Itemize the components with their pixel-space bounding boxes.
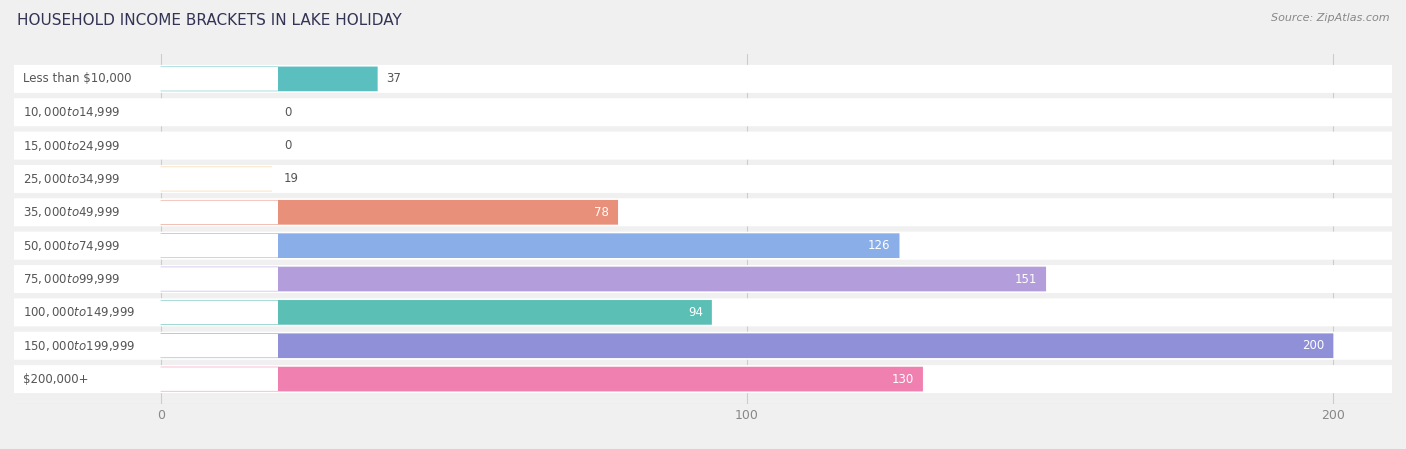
- FancyBboxPatch shape: [14, 65, 1392, 93]
- Text: $150,000 to $199,999: $150,000 to $199,999: [22, 339, 135, 353]
- Text: 0: 0: [284, 106, 291, 119]
- Text: 37: 37: [387, 72, 401, 85]
- FancyBboxPatch shape: [14, 232, 1392, 260]
- FancyBboxPatch shape: [160, 66, 378, 91]
- FancyBboxPatch shape: [14, 132, 1392, 159]
- Text: Less than $10,000: Less than $10,000: [22, 72, 131, 85]
- FancyBboxPatch shape: [14, 98, 1392, 126]
- FancyBboxPatch shape: [14, 165, 1392, 193]
- FancyBboxPatch shape: [14, 365, 1392, 393]
- FancyBboxPatch shape: [160, 200, 619, 224]
- FancyBboxPatch shape: [160, 233, 900, 258]
- Text: 200: 200: [1302, 339, 1324, 352]
- Text: Source: ZipAtlas.com: Source: ZipAtlas.com: [1271, 13, 1389, 23]
- FancyBboxPatch shape: [17, 367, 278, 391]
- FancyBboxPatch shape: [160, 267, 1046, 291]
- FancyBboxPatch shape: [14, 265, 1392, 293]
- FancyBboxPatch shape: [14, 198, 1392, 226]
- Text: 0: 0: [284, 139, 291, 152]
- Text: $25,000 to $34,999: $25,000 to $34,999: [22, 172, 121, 186]
- FancyBboxPatch shape: [17, 267, 278, 291]
- Text: 94: 94: [688, 306, 703, 319]
- Text: 19: 19: [284, 172, 298, 185]
- FancyBboxPatch shape: [17, 200, 278, 224]
- Text: 151: 151: [1015, 273, 1038, 286]
- FancyBboxPatch shape: [160, 367, 922, 392]
- FancyBboxPatch shape: [14, 332, 1392, 360]
- Text: HOUSEHOLD INCOME BRACKETS IN LAKE HOLIDAY: HOUSEHOLD INCOME BRACKETS IN LAKE HOLIDA…: [17, 13, 402, 28]
- FancyBboxPatch shape: [160, 334, 1333, 358]
- Text: 78: 78: [595, 206, 609, 219]
- FancyBboxPatch shape: [160, 300, 711, 325]
- FancyBboxPatch shape: [160, 167, 273, 191]
- FancyBboxPatch shape: [17, 234, 278, 258]
- FancyBboxPatch shape: [17, 334, 278, 357]
- Text: $10,000 to $14,999: $10,000 to $14,999: [22, 105, 121, 119]
- Text: $50,000 to $74,999: $50,000 to $74,999: [22, 239, 121, 253]
- Text: $35,000 to $49,999: $35,000 to $49,999: [22, 205, 121, 219]
- Text: $200,000+: $200,000+: [22, 373, 89, 386]
- FancyBboxPatch shape: [14, 299, 1392, 326]
- Text: $75,000 to $99,999: $75,000 to $99,999: [22, 272, 121, 286]
- FancyBboxPatch shape: [17, 167, 278, 191]
- FancyBboxPatch shape: [17, 300, 278, 324]
- Text: $15,000 to $24,999: $15,000 to $24,999: [22, 139, 121, 153]
- Text: $100,000 to $149,999: $100,000 to $149,999: [22, 305, 135, 319]
- Text: 126: 126: [868, 239, 890, 252]
- FancyBboxPatch shape: [17, 101, 278, 124]
- FancyBboxPatch shape: [17, 67, 278, 91]
- FancyBboxPatch shape: [17, 134, 278, 158]
- Text: 130: 130: [891, 373, 914, 386]
